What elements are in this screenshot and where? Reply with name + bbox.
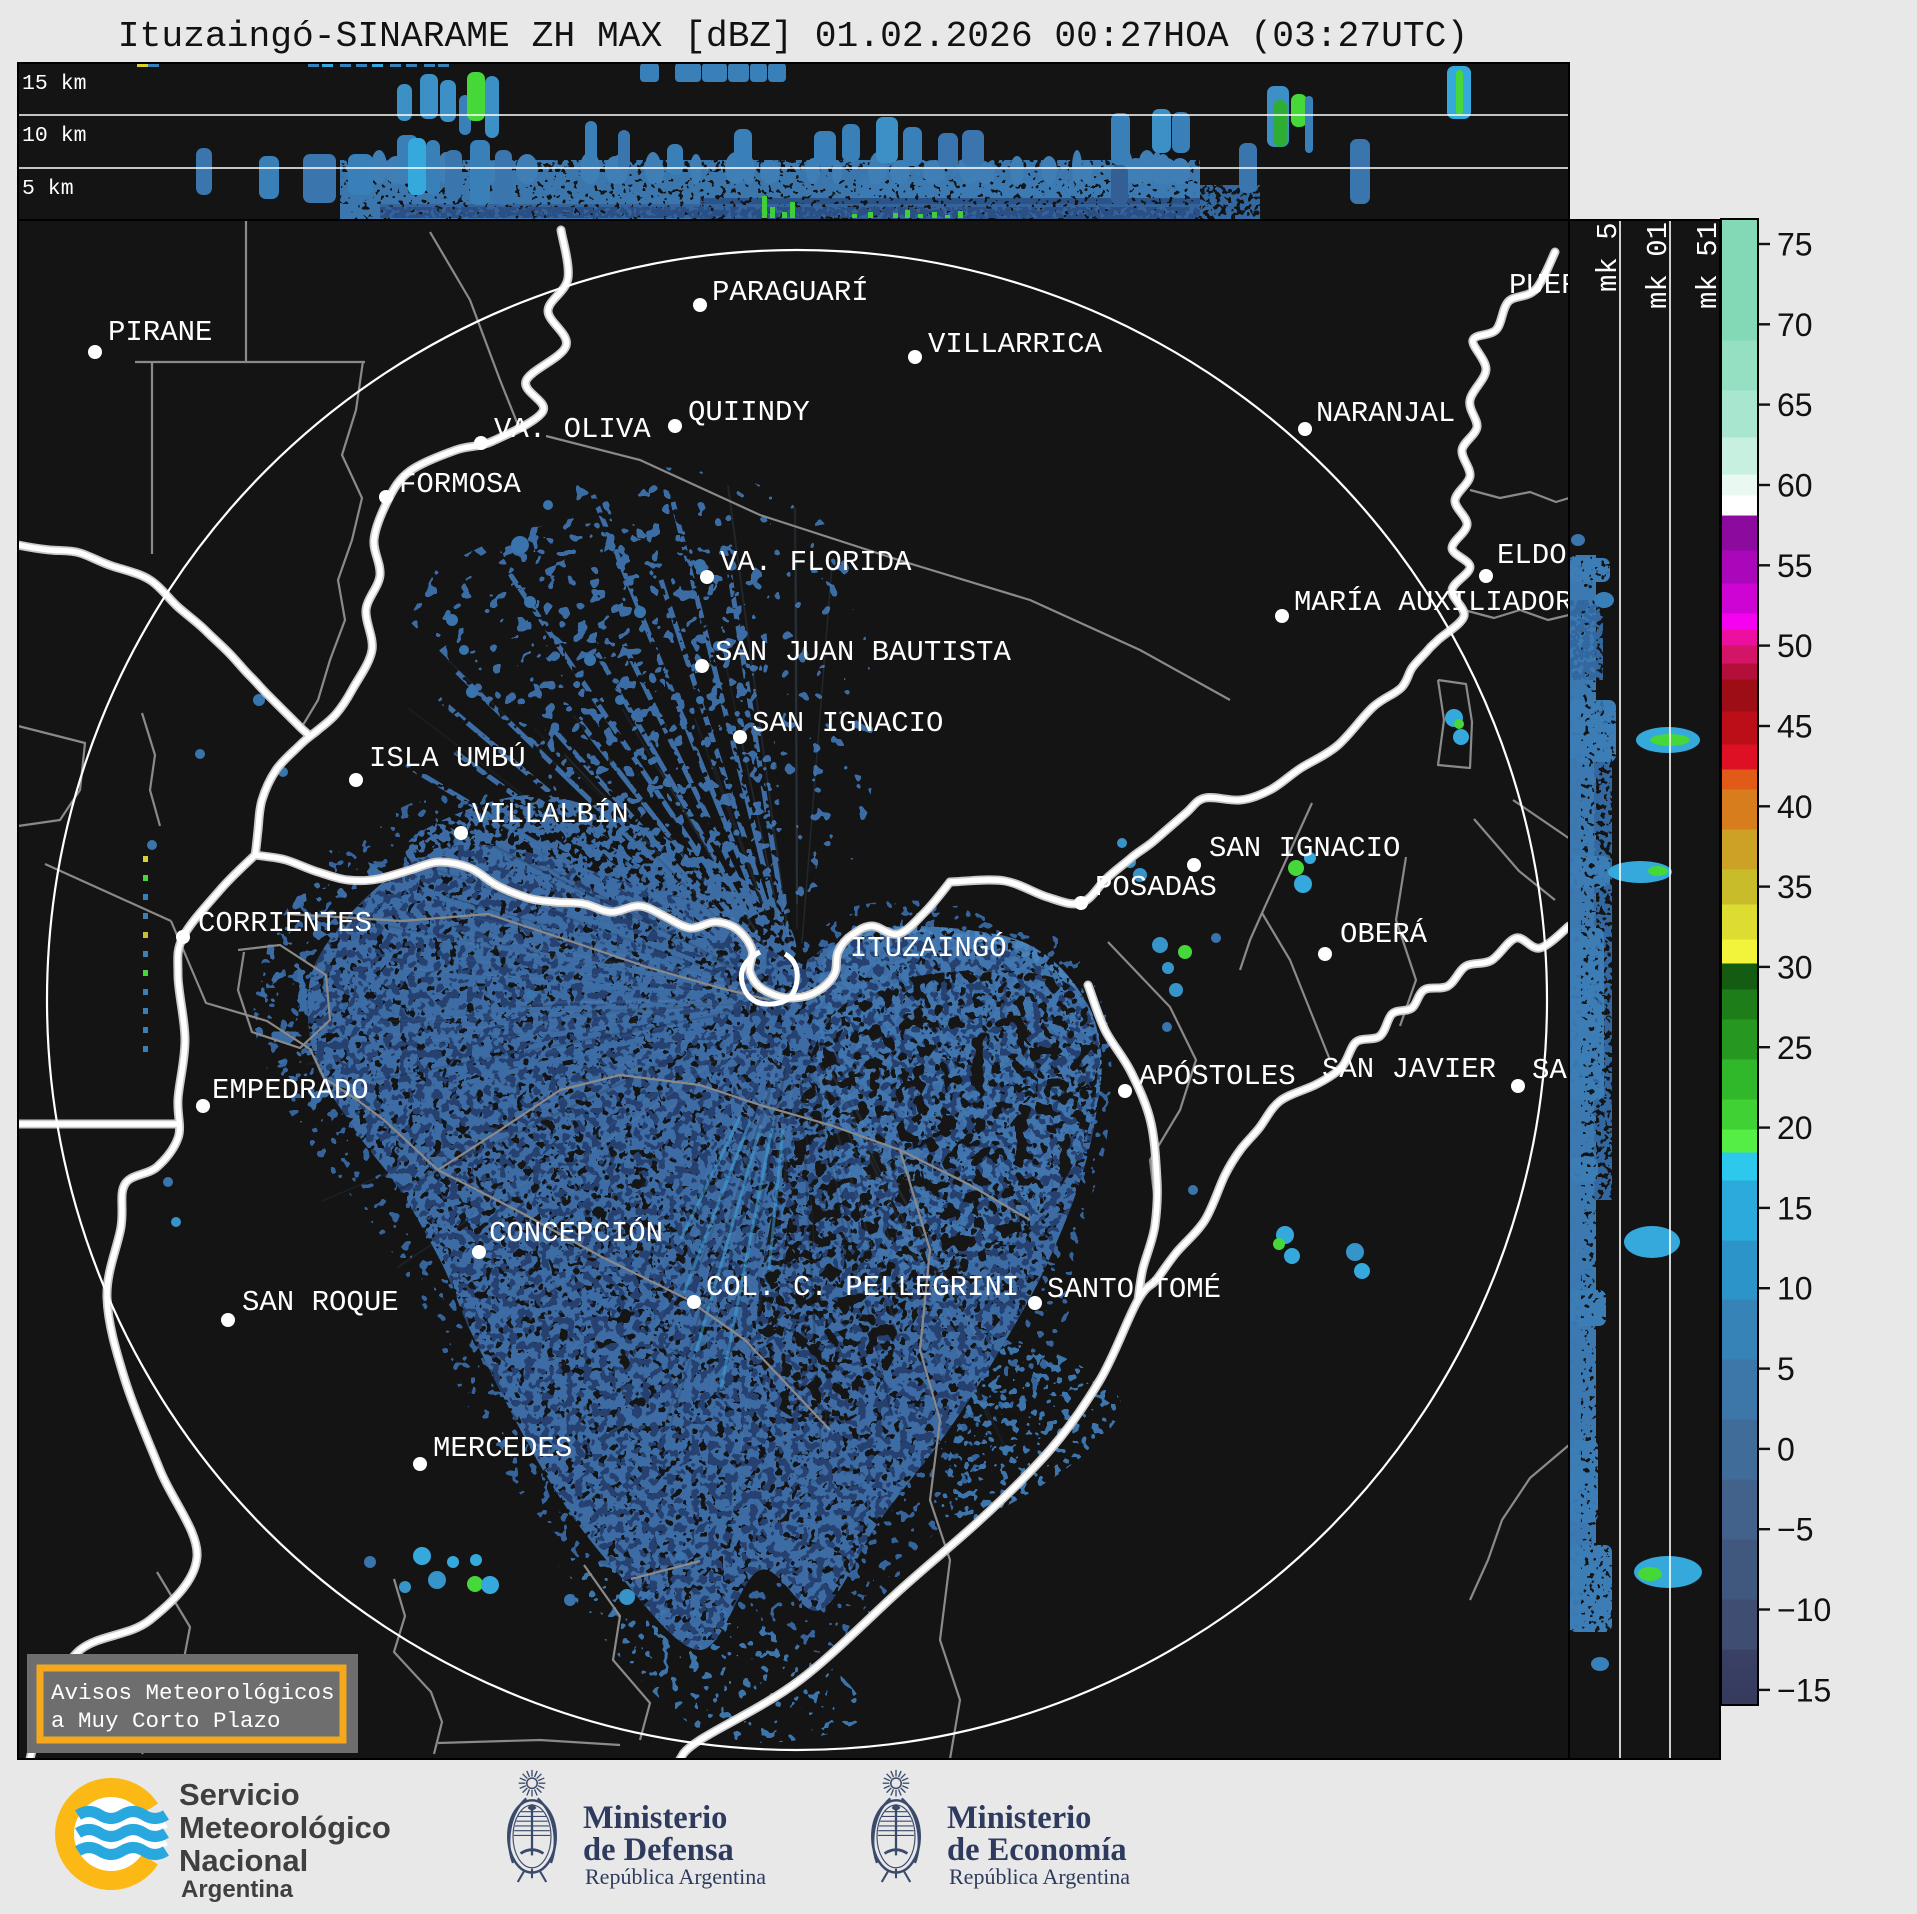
svg-text:SAN IGNACIO: SAN IGNACIO <box>752 707 943 740</box>
svg-text:SAN JAVIER: SAN JAVIER <box>1322 1053 1496 1086</box>
svg-text:mk 01: mk 01 <box>1642 222 1675 309</box>
svg-text:−10: −10 <box>1777 1592 1831 1628</box>
svg-text:POSADAS: POSADAS <box>1095 871 1217 904</box>
svg-text:10: 10 <box>1777 1271 1813 1307</box>
svg-text:25: 25 <box>1777 1030 1813 1066</box>
svg-text:República Argentina: República Argentina <box>585 1864 766 1889</box>
svg-text:SAN ROQUE: SAN ROQUE <box>242 1286 399 1319</box>
svg-text:SANTO TOMÉ: SANTO TOMÉ <box>1047 1272 1221 1306</box>
svg-text:40: 40 <box>1777 789 1813 825</box>
svg-text:70: 70 <box>1777 307 1813 343</box>
svg-text:MERCEDES: MERCEDES <box>433 1432 572 1465</box>
svg-text:MARÍA AUXILIADORA: MARÍA AUXILIADORA <box>1294 585 1590 619</box>
svg-text:COL. C. PELLEGRINI: COL. C. PELLEGRINI <box>706 1271 1019 1304</box>
svg-text:Nacional: Nacional <box>179 1843 308 1878</box>
svg-text:−15: −15 <box>1777 1672 1831 1708</box>
svg-text:SAN JUAN BAUTISTA: SAN JUAN BAUTISTA <box>715 636 1011 669</box>
svg-text:mk 51: mk 51 <box>1692 222 1725 309</box>
svg-text:FORMOSA: FORMOSA <box>399 468 521 501</box>
svg-text:Avisos Meteorológicos: Avisos Meteorológicos <box>51 1680 335 1706</box>
svg-text:QUIINDY: QUIINDY <box>688 396 810 429</box>
svg-text:75: 75 <box>1777 227 1813 263</box>
svg-text:20: 20 <box>1777 1110 1813 1146</box>
svg-text:PIRANE: PIRANE <box>108 316 212 349</box>
svg-text:Ituzaingó-SINARAME ZH MAX [dBZ: Ituzaingó-SINARAME ZH MAX [dBZ] 01.02.20… <box>118 16 1468 57</box>
svg-text:de Economía: de Economía <box>947 1832 1127 1868</box>
svg-text:a Muy Corto Plazo: a Muy Corto Plazo <box>51 1708 281 1734</box>
svg-text:ISLA UMBÚ: ISLA UMBÚ <box>369 741 526 775</box>
svg-text:Ministerio: Ministerio <box>583 1800 727 1836</box>
svg-text:35: 35 <box>1777 869 1813 905</box>
svg-text:VA. OLIVA: VA. OLIVA <box>494 413 651 446</box>
svg-text:SAN JAVIER: SAN JAVIER <box>1532 1054 1706 1087</box>
svg-text:VILLALBÍN: VILLALBÍN <box>472 797 629 831</box>
svg-text:10 km: 10 km <box>22 124 87 148</box>
svg-text:PUERTO: PUERTO <box>1509 269 1613 302</box>
svg-text:CONCEPCIÓN: CONCEPCIÓN <box>489 1216 663 1250</box>
svg-text:0: 0 <box>1777 1431 1795 1467</box>
svg-text:EMPEDRADO: EMPEDRADO <box>212 1074 369 1107</box>
svg-text:55: 55 <box>1777 548 1813 584</box>
svg-text:Ministerio: Ministerio <box>947 1800 1091 1836</box>
svg-text:15: 15 <box>1777 1190 1813 1226</box>
svg-text:de Defensa: de Defensa <box>583 1832 734 1868</box>
svg-text:CORRIENTES: CORRIENTES <box>198 907 372 940</box>
svg-text:5 km: 5 km <box>22 177 74 201</box>
svg-text:NARANJAL: NARANJAL <box>1316 397 1455 430</box>
svg-text:ITUZAINGÓ: ITUZAINGÓ <box>850 931 1007 965</box>
svg-text:SAN IGNACIO: SAN IGNACIO <box>1209 832 1400 865</box>
svg-text:−5: −5 <box>1777 1512 1813 1548</box>
svg-text:VILLARRICA: VILLARRICA <box>928 328 1103 361</box>
svg-text:República Argentina: República Argentina <box>949 1864 1130 1889</box>
svg-text:VA. FLORIDA: VA. FLORIDA <box>720 546 912 579</box>
svg-text:15 km: 15 km <box>22 72 87 96</box>
svg-text:Servicio: Servicio <box>179 1777 300 1812</box>
svg-text:45: 45 <box>1777 709 1813 745</box>
svg-text:mk 5: mk 5 <box>1592 222 1625 292</box>
svg-text:50: 50 <box>1777 628 1813 664</box>
svg-text:PARAGUARÍ: PARAGUARÍ <box>712 275 869 309</box>
svg-text:Argentina: Argentina <box>181 1876 294 1903</box>
svg-text:5: 5 <box>1777 1351 1795 1387</box>
svg-text:APÓSTOLES: APÓSTOLES <box>1139 1059 1296 1093</box>
svg-text:ELDORADO: ELDORADO <box>1497 539 1636 572</box>
svg-text:Meteorológico: Meteorológico <box>179 1810 391 1845</box>
svg-text:60: 60 <box>1777 468 1813 504</box>
svg-text:30: 30 <box>1777 949 1813 985</box>
svg-text:65: 65 <box>1777 387 1813 423</box>
svg-text:OBERÁ: OBERÁ <box>1340 917 1428 951</box>
